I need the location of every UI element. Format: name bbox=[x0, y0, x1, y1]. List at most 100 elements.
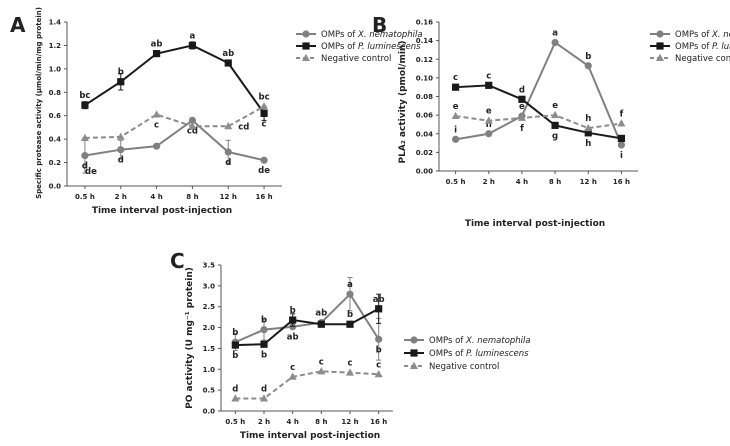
panel-a-label: A bbox=[10, 13, 26, 37]
panel-b-series-xn-point bbox=[584, 62, 592, 70]
panel-c-series-pl-point bbox=[289, 316, 297, 324]
panel-a-series-xn-point bbox=[152, 142, 161, 150]
panel-b-series-neg-significance-label: e bbox=[552, 101, 558, 111]
panel-b-series-neg-line bbox=[455, 114, 622, 130]
panel-b-y-tick-label: 0.04 bbox=[416, 130, 433, 138]
panel-b-legend-marker-pl bbox=[656, 42, 664, 50]
panel-b-series-pl-significance-label: g bbox=[552, 131, 558, 141]
panel-a-y-tick-label: 0.8 bbox=[49, 89, 62, 97]
panel-c-series-neg-significance-label: d bbox=[261, 384, 267, 394]
panel-c-series-pl-point bbox=[346, 320, 354, 328]
panel-b-legend-entry-pl: OMPs of P. luminescens bbox=[675, 42, 730, 52]
panel-c-y-tick-label: 1.0 bbox=[203, 366, 216, 374]
panel-c-y-tick-label: 1.5 bbox=[203, 345, 216, 353]
panel-c-series-neg-significance-label: c bbox=[290, 363, 295, 373]
panel-c-legend-marker-pl bbox=[410, 349, 418, 357]
panel-c-series-xn-significance-label: b bbox=[232, 328, 238, 338]
panel-c-x-tick-label: 0.5 h bbox=[225, 418, 245, 426]
panel-b-series-neg-significance-label: f bbox=[620, 110, 624, 120]
panel-c-x-axis-title: Time interval post-injection bbox=[240, 431, 380, 441]
panel-b-series-neg-significance-label: e bbox=[453, 102, 459, 112]
panel-a-series-neg-point bbox=[152, 110, 161, 118]
panel-c-series-xn-point bbox=[346, 290, 354, 298]
panel-c-x-tick-label: 8 h bbox=[315, 418, 327, 426]
panel-a-series-pl-significance-label: ab bbox=[151, 40, 163, 50]
panel-a-series-xn-point bbox=[224, 148, 232, 156]
panel-a-legend-entry-xn: OMPs of X. nematophila bbox=[321, 30, 423, 40]
panel-a-series-xn-point bbox=[117, 146, 125, 154]
panel-c-legend-marker-xn bbox=[410, 336, 418, 344]
panel-b-series-xn-significance-label: h bbox=[486, 120, 492, 130]
panel-a-y-axis-title: Specific protease activity (μmol/min/mg … bbox=[35, 7, 43, 199]
panel-b-series-xn-significance-label: b bbox=[585, 52, 591, 62]
panel-a-series-pl-significance-label: ab bbox=[222, 49, 234, 59]
panel-a-series-neg-line bbox=[84, 105, 265, 139]
panel-a-series-neg-point bbox=[224, 122, 233, 130]
panel-b-series-xn-point bbox=[617, 141, 626, 149]
panel-c-series-xn-significance-label: b bbox=[261, 316, 267, 326]
panel-c-series-neg-point bbox=[374, 370, 383, 378]
panel-b-y-tick-label: 0.10 bbox=[416, 74, 433, 82]
panel-a-x-tick-label: 12 h bbox=[220, 193, 237, 201]
panel-c-series-pl-point bbox=[317, 320, 325, 328]
panel-b-y-tick-label: 0.00 bbox=[416, 168, 433, 176]
panel-b-series-neg-significance-label: e bbox=[486, 107, 492, 117]
panel-b-y-tick-label: 0.08 bbox=[416, 93, 433, 101]
panel-a-legend-marker-xn bbox=[302, 30, 310, 38]
panel-c-x-tick-label: 4 h bbox=[287, 418, 299, 426]
panel-b-legend-marker-neg bbox=[656, 53, 664, 61]
panel-a-legend-marker-pl bbox=[302, 42, 310, 50]
panel-c-legend-entry-pl: OMPs of P. luminescens bbox=[429, 349, 529, 359]
panel-b-x-tick-label: 8 h bbox=[549, 178, 561, 186]
panel-c-series-xn-significance-label: b bbox=[376, 345, 382, 355]
panel-b-series-xn-significance-label: a bbox=[552, 28, 558, 38]
panel-a-y-tick-label: 1.2 bbox=[49, 42, 62, 50]
panel-c-y-axis-title: PO activity (U mg⁻¹ protein) bbox=[185, 267, 195, 409]
panel-b-series-pl-significance-label: c bbox=[453, 73, 458, 83]
panel-b-y-tick-label: 0.16 bbox=[416, 19, 433, 27]
panel-a-y-tick-label: 0.0 bbox=[49, 183, 62, 191]
panel-a-series-neg-significance-label: cd bbox=[238, 122, 249, 132]
panel-b-series-xn-significance-label: e bbox=[519, 102, 525, 112]
panel-a-x-tick-label: 4 h bbox=[150, 193, 162, 201]
panel-b-series-pl-point bbox=[485, 81, 493, 89]
panel-c-y-tick-label: 3.0 bbox=[203, 282, 216, 290]
panel-c-y-tick-label: 2.0 bbox=[203, 324, 216, 332]
panel-a: A Time interval post-injection Specific … bbox=[10, 7, 423, 216]
panel-b-legend-entry-xn: OMPs of X. nematophila bbox=[675, 30, 730, 40]
panel-c-series-pl-significance-label: b bbox=[290, 306, 296, 316]
panel-b-x-tick-label: 16 h bbox=[613, 178, 630, 186]
panel-a-series-xn-significance-label: de bbox=[258, 166, 270, 176]
panel-a-series-pl-point bbox=[188, 41, 197, 50]
panel-b-series-neg-point bbox=[517, 113, 526, 121]
panel-b-series-neg-significance-label: f bbox=[520, 124, 524, 134]
panel-a-y-tick-label: 0.6 bbox=[49, 112, 62, 120]
panel-c-series-neg-line bbox=[235, 370, 379, 400]
panel-a-y-tick-label: 0.4 bbox=[49, 136, 62, 144]
panel-b-series-xn-significance-label: i bbox=[454, 125, 457, 135]
panel-a-series-neg-significance-label: de bbox=[85, 167, 97, 177]
panel-b-y-axis-title: PLA₂ activity (pmol/min) bbox=[398, 41, 408, 164]
panel-b-series-xn-line bbox=[455, 40, 623, 146]
panel-a-series-pl-point bbox=[81, 101, 89, 109]
panel-c-series-neg-point bbox=[288, 372, 297, 380]
panel-a-series-pl-significance-label: b bbox=[118, 68, 124, 78]
panel-a-series-xn-point bbox=[81, 151, 89, 160]
panel-b-y-tick-label: 0.14 bbox=[416, 37, 433, 45]
panel-a-series-pl-point bbox=[260, 109, 268, 117]
panel-a-x-tick-label: 16 h bbox=[255, 193, 272, 201]
panel-b-series-xn-significance-label: i bbox=[620, 151, 623, 161]
panel-a-x-tick-label: 0.5 h bbox=[75, 193, 95, 201]
panel-b-series-neg-significance-label: h bbox=[585, 114, 591, 124]
panel-b-x-tick-label: 2 h bbox=[483, 178, 495, 186]
panel-c-y-tick-label: 0.5 bbox=[203, 387, 216, 395]
panel-b-y-tick-label: 0.12 bbox=[416, 56, 433, 64]
panel-a-series-pl-significance-label: c bbox=[262, 119, 267, 129]
panel-c-x-tick-label: 12 h bbox=[341, 418, 358, 426]
panel-b-series-pl-point bbox=[451, 83, 460, 91]
panel-c-series-xn-line bbox=[234, 292, 380, 344]
panel-b-x-tick-label: 12 h bbox=[580, 178, 597, 186]
panel-c-x-tick-label: 2 h bbox=[258, 418, 270, 426]
panel-c-series-pl-significance-label: b bbox=[261, 350, 267, 360]
